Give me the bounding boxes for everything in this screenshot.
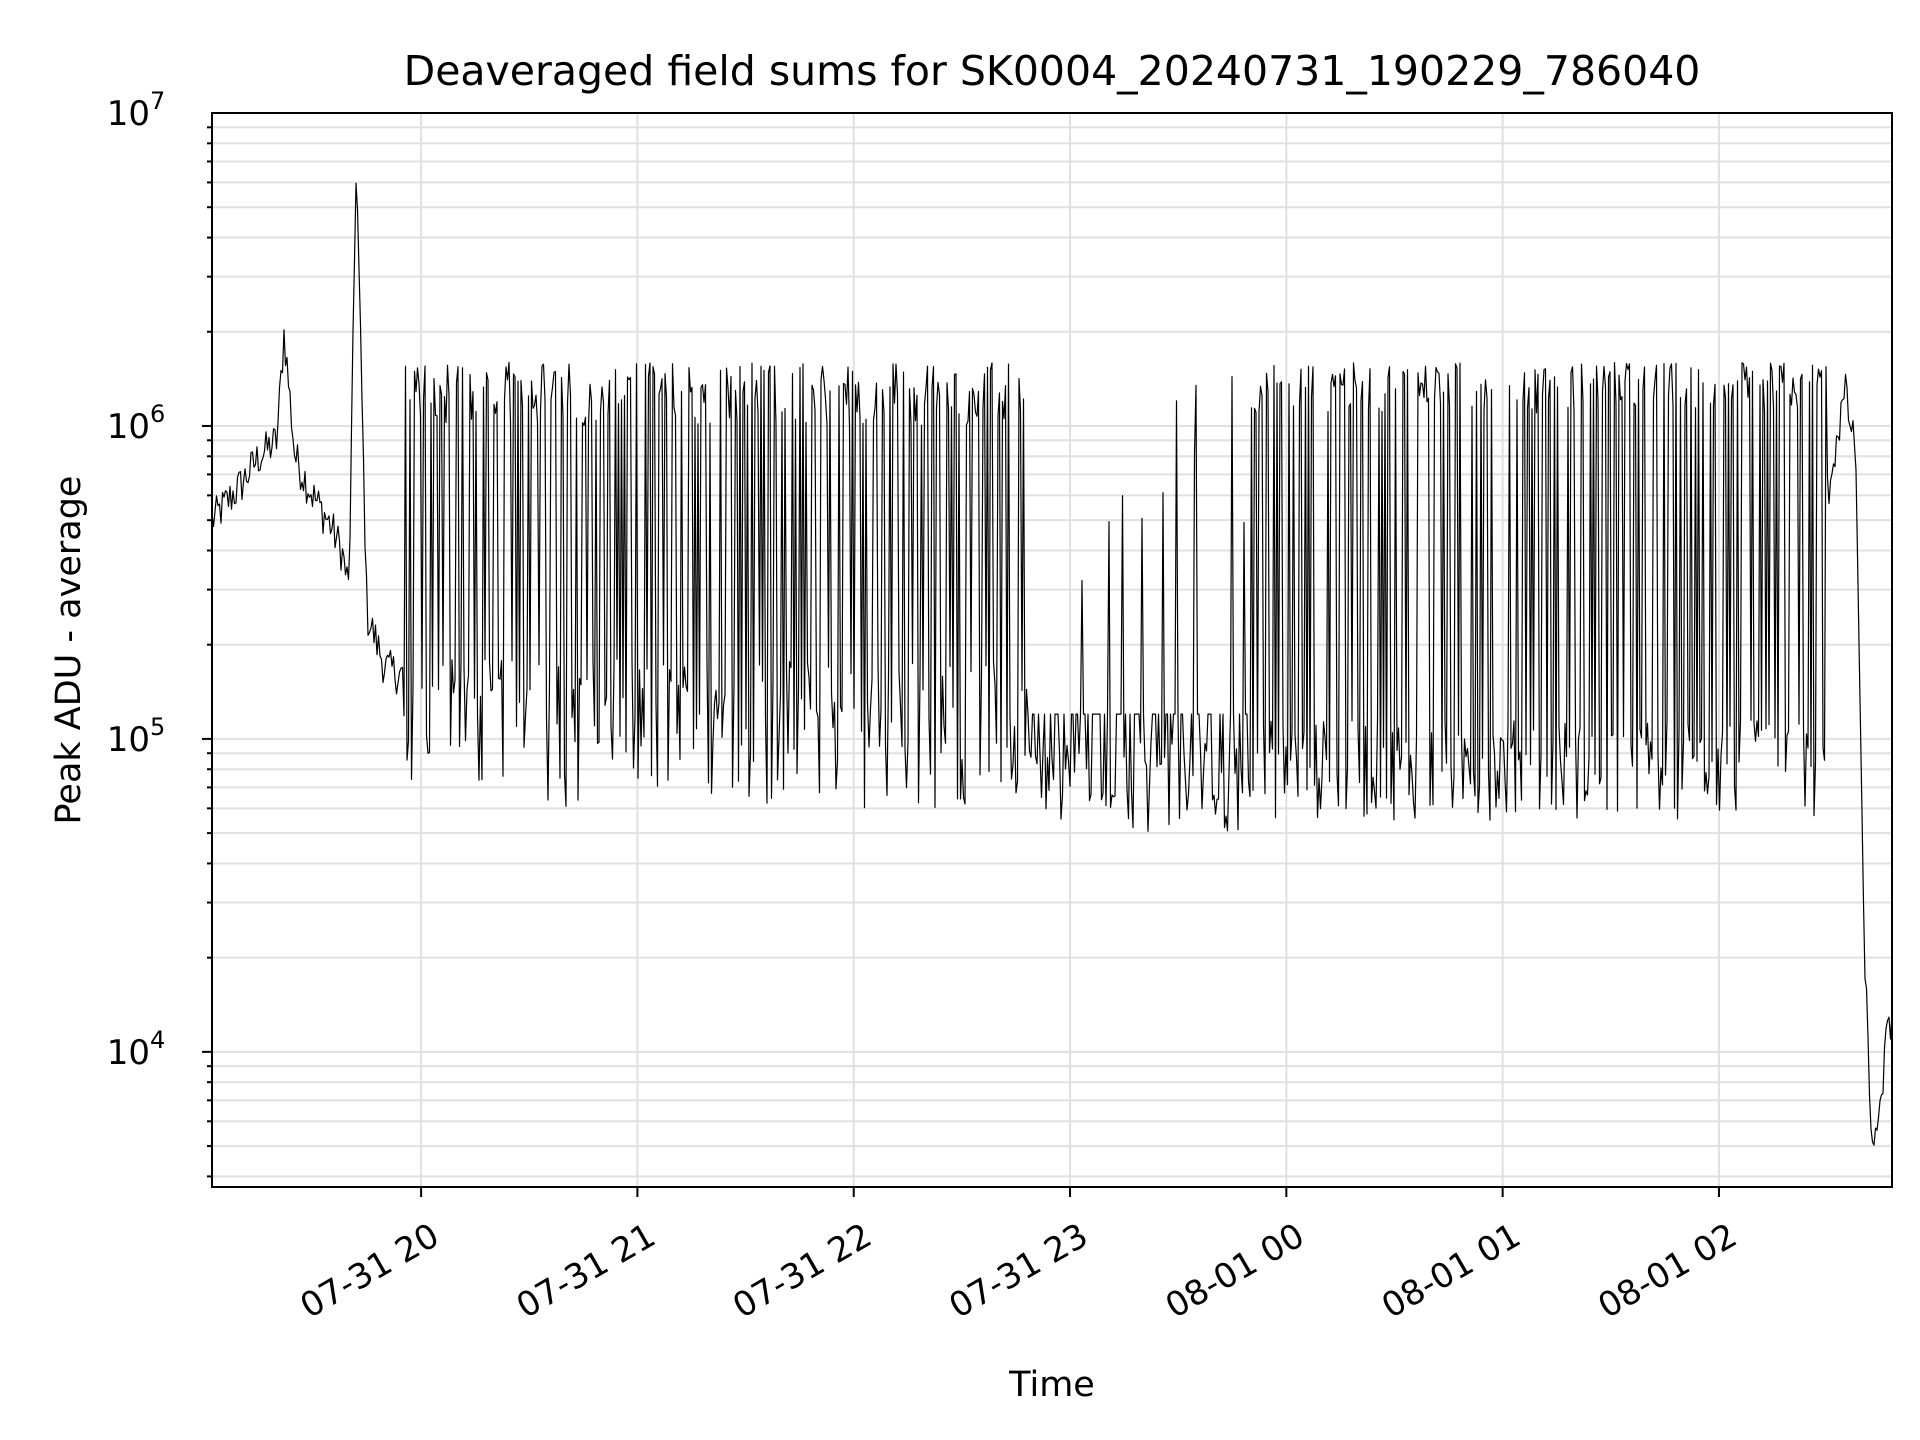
- y-tick-label: 10: [107, 1033, 150, 1073]
- y-tick-label: 10: [107, 720, 150, 760]
- grid: [212, 113, 1892, 1187]
- x-axis-label: Time: [1008, 1365, 1095, 1405]
- plot-frame: [211, 112, 1893, 1188]
- y-tick-label: 10: [107, 407, 150, 447]
- y-tick-exponent: 4: [150, 1026, 165, 1054]
- y-tick-label: 10: [107, 94, 150, 134]
- y-tick-exponent: 6: [150, 400, 165, 428]
- y-axis-label: Peak ADU - average: [49, 476, 89, 825]
- y-tick-exponent: 7: [150, 87, 165, 115]
- chart-title: Deaveraged field sums for SK0004_2024073…: [404, 47, 1701, 95]
- y-tick-exponent: 5: [150, 713, 165, 741]
